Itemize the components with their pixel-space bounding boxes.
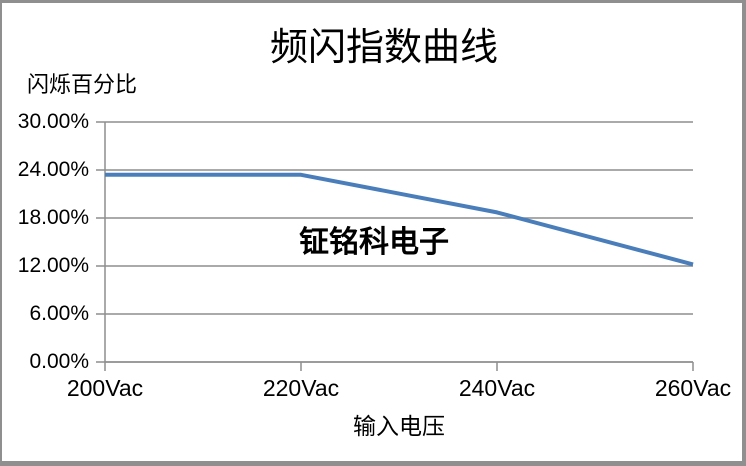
y-tick-label: 24.00% (17, 158, 89, 181)
x-tick-label: 260Vac (654, 375, 732, 401)
y-tick-label: 18.00% (17, 206, 89, 229)
y-tick-label: 30.00% (17, 110, 89, 133)
watermark-text: 钲铭科电子 (299, 226, 449, 259)
chart-title: 频闪指数曲线 (269, 25, 498, 69)
data-line (105, 172, 694, 267)
x-tick-label: 240Vac (458, 375, 536, 401)
y-tick-label: 12.00% (17, 254, 89, 277)
x-tick-label: 220Vac (262, 375, 340, 401)
x-axis-title: 输入电压 (353, 414, 445, 440)
y-tick-label: 6.00% (29, 302, 89, 325)
x-tick-label: 200Vac (66, 375, 144, 401)
y-axis-title: 闪烁百分比 (27, 73, 138, 98)
y-tick-label: 0.00% (29, 350, 89, 373)
